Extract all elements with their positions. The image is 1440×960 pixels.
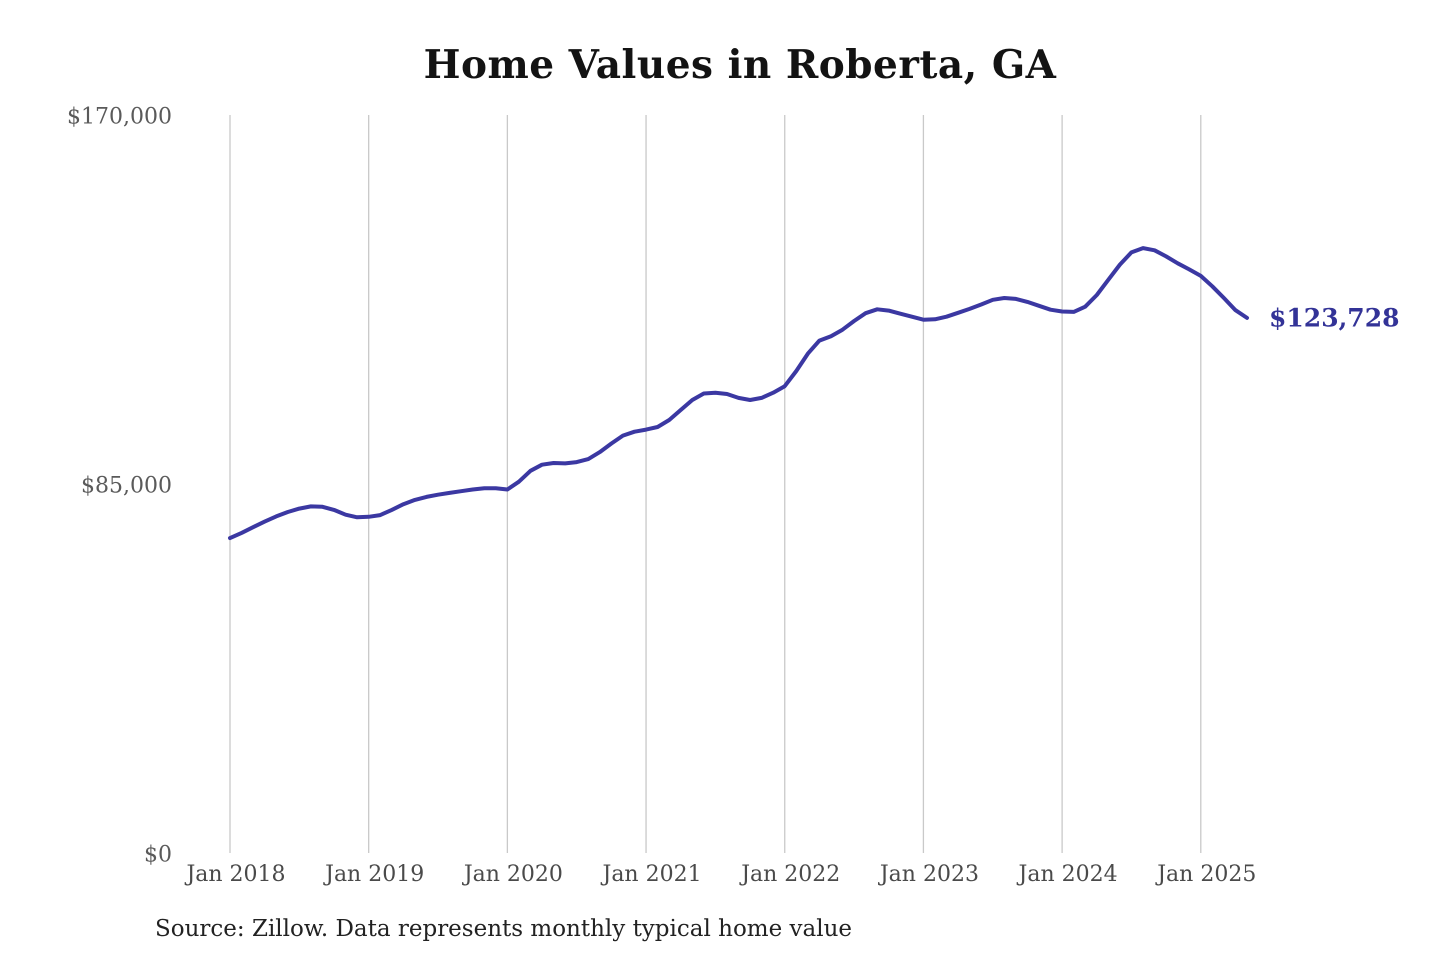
x-tick-label: Jan 2019 [325,862,425,887]
y-tick-label: $85,000 [81,473,172,499]
chart-title: Home Values in Roberta, GA [423,42,1057,88]
y-axis-labels: $170,000 $85,000 $0 [0,0,172,960]
x-tick-label: Jan 2020 [463,862,563,887]
source-note: Source: Zillow. Data represents monthly … [155,916,853,942]
x-tick-label: Jan 2018 [186,862,286,887]
y-tick-label: $0 [144,842,172,868]
x-axis-labels: Jan 2018 Jan 2019 Jan 2020 Jan 2021 Jan 2022… [0,862,1440,892]
x-tick-label: Jan 2024 [1018,862,1118,887]
current-value-label: $123,728 [1269,303,1400,333]
x-tick-label: Jan 2023 [879,862,979,887]
x-tick-label: Jan 2021 [602,862,702,887]
home-value-line [228,246,1249,541]
x-tick-label: Jan 2025 [1157,862,1257,887]
gridlines [229,115,1202,853]
y-tick-label: $170,000 [67,104,172,130]
x-tick-label: Jan 2022 [741,862,841,887]
